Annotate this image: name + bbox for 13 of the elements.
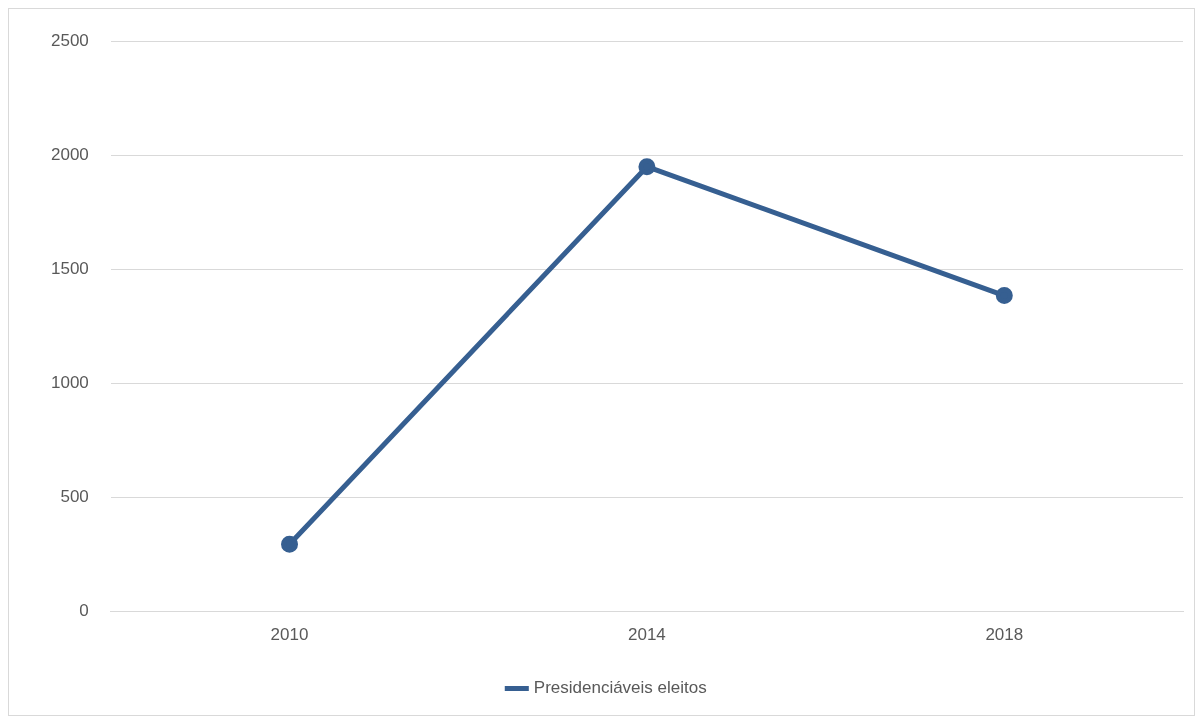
y-tick-label: 1000 (50, 373, 89, 393)
y-tick-label: 500 (60, 487, 89, 507)
x-tick-label: 2014 (628, 625, 666, 645)
x-tick-label: 2018 (985, 625, 1024, 645)
y-tick-label: 0 (79, 601, 89, 621)
y-tick-label: 2000 (50, 144, 89, 164)
x-tick-label: 2010 (270, 625, 309, 645)
point (281, 535, 299, 553)
point (638, 158, 656, 176)
y-tick-label: 2500 (50, 30, 89, 50)
point (995, 287, 1013, 305)
legend-label: Presidenciáveis eleitos (533, 678, 707, 698)
y-tick-label: 1500 (50, 259, 89, 279)
